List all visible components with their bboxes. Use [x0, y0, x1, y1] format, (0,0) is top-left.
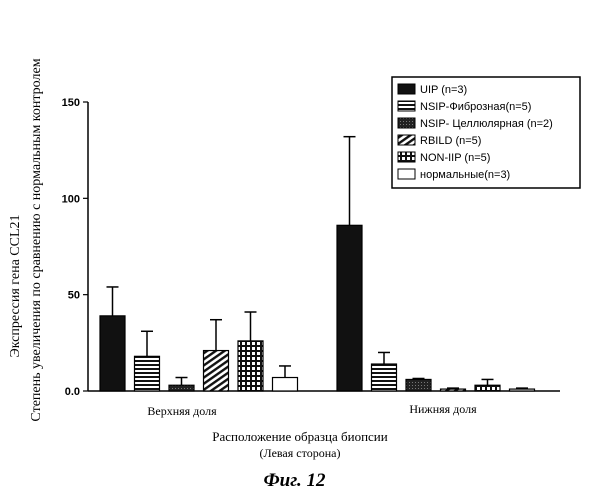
y-tick-label: 100 — [62, 193, 80, 205]
bar — [406, 379, 431, 391]
bar — [510, 389, 535, 391]
legend: UIP (n=3) NSIP-Фиброзная(n=5) NSIP- Целл… — [392, 77, 580, 188]
legend-label-nsip-fibrosis: NSIP-Фиброзная(n=5) — [420, 101, 531, 113]
bar — [204, 351, 229, 391]
legend-item: UIP (n=3) — [398, 84, 467, 96]
bar — [337, 225, 362, 391]
legend-swatch-non-iip — [398, 152, 415, 162]
legend-swatch-normal — [398, 169, 415, 179]
legend-item: RBILD (n=5) — [398, 135, 481, 147]
x-category-label-1: Нижняя доля — [409, 402, 477, 416]
x-axis-label-line1: Расположение образца биопсии — [212, 429, 387, 444]
x-category-label-0: Верхняя доля — [147, 404, 217, 418]
figure-caption: Фиг. 12 — [0, 470, 589, 492]
legend-item: нормальные(n=3) — [398, 169, 510, 181]
bar — [169, 385, 194, 391]
legend-label-normal: нормальные(n=3) — [420, 169, 510, 181]
bar — [441, 389, 466, 391]
y-tick-label: 50 — [68, 290, 80, 302]
legend-swatch-nsip-fibrosis — [398, 101, 415, 111]
y-ticks: 0.0 50 100 150 — [62, 97, 88, 398]
y-tick-label: 0.0 — [65, 386, 80, 398]
y-axis-label-line1: Экспрессия гена CCL21 — [8, 214, 23, 357]
bar — [100, 316, 125, 391]
y-axis-label-line2: Степень увеличения по сравнению с нормал… — [29, 58, 44, 421]
x-axis-label-line2: (Левая сторона) — [260, 446, 341, 460]
legend-label-uip: UIP (n=3) — [420, 84, 467, 96]
legend-swatch-nsip-cellular — [398, 118, 415, 128]
legend-item: NSIP- Целлюлярная (n=2) — [398, 118, 553, 130]
legend-label-non-iip: NON-IIP (n=5) — [420, 152, 490, 164]
legend-label-rbild: RBILD (n=5) — [420, 135, 481, 147]
legend-label-nsip-cellular: NSIP- Целлюлярная (n=2) — [420, 118, 553, 130]
bar — [372, 364, 397, 391]
bar — [273, 378, 298, 391]
legend-item: NON-IIP (n=5) — [398, 152, 490, 164]
y-tick-label: 150 — [62, 97, 80, 109]
legend-swatch-uip — [398, 84, 415, 94]
bar — [475, 385, 500, 391]
bar — [238, 341, 263, 391]
legend-swatch-rbild — [398, 135, 415, 145]
bar — [135, 356, 160, 391]
